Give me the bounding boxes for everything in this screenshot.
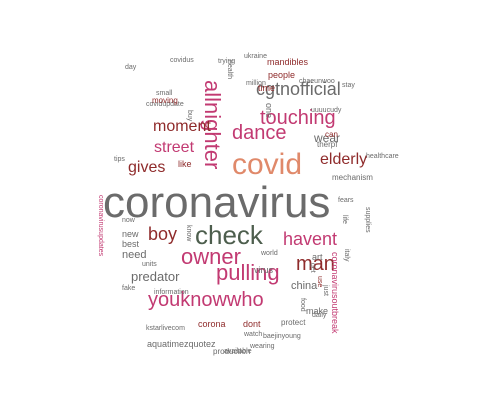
- cloud-word: trying: [218, 58, 236, 65]
- cloud-word: coronavirus: [103, 178, 331, 227]
- cloud-word: virus: [254, 265, 274, 275]
- cloud-word: people: [268, 70, 296, 80]
- cloud-word: youknowwho: [148, 289, 264, 311]
- cloud-word: units: [142, 261, 157, 268]
- cloud-word: kstarlivecom: [146, 325, 185, 332]
- cloud-word: mandibles: [267, 57, 309, 67]
- cloud-word: information: [154, 289, 189, 296]
- cloud-word: tips: [114, 156, 125, 163]
- cloud-word: can: [325, 130, 338, 139]
- cloud-word: art: [312, 252, 323, 262]
- cloud-word: havent: [283, 229, 338, 249]
- cloud-word: protect: [281, 318, 306, 327]
- cloud-word: owner: [181, 244, 241, 269]
- cloud-word: covid: [232, 148, 303, 181]
- cloud-word: daily: [312, 312, 327, 319]
- cloud-word: dont: [243, 319, 261, 329]
- cloud-word: million: [246, 80, 266, 87]
- cloud-word: italy: [343, 249, 350, 262]
- cloud-word: buy: [186, 110, 193, 122]
- cloud-word: know: [185, 225, 192, 242]
- cloud-word: gives: [128, 159, 166, 176]
- cloud-word: fears: [338, 197, 354, 204]
- cloud-word: covidus: [170, 57, 194, 64]
- cloud-word: china: [291, 280, 318, 292]
- cloud-word: life: [341, 215, 348, 224]
- cloud-word: best: [122, 239, 140, 249]
- cloud-word: one: [264, 103, 274, 119]
- cloud-word: fake: [122, 285, 136, 292]
- cloud-word: allnighter: [200, 80, 225, 170]
- cloud-word: like: [178, 159, 192, 169]
- cloud-word: food: [299, 298, 306, 312]
- cloud-word: just: [322, 285, 329, 296]
- cloud-word: wear: [314, 131, 341, 145]
- cloud-word: uuuucudy: [311, 107, 342, 114]
- cloud-word: check: [195, 220, 263, 250]
- cloud-word: healthcare: [366, 153, 399, 160]
- cloud-word: watch: [244, 331, 263, 338]
- cloud-word: chaeunwoo: [299, 78, 335, 85]
- cloud-word: cgtnofficial: [256, 79, 341, 99]
- cloud-word: ukraine: [244, 53, 267, 60]
- cloud-word: coronavirusoutbreak: [330, 252, 340, 334]
- cloud-word: day: [125, 64, 137, 71]
- cloud-word: therpf: [317, 140, 338, 149]
- cloud-word: get: [309, 263, 316, 273]
- cloud-word: production: [213, 347, 251, 356]
- cloud-word: need: [122, 249, 147, 261]
- cloud-word: stay: [342, 82, 355, 89]
- cloud-word: touching: [260, 107, 336, 129]
- cloud-word: street: [154, 139, 195, 156]
- cloud-word: world: [261, 250, 278, 257]
- cloud-word: supplies: [364, 207, 371, 233]
- cloud-word: pulling: [216, 260, 280, 285]
- cloud-word: moment: [153, 118, 211, 135]
- cloud-word: baejinyoung: [263, 333, 301, 340]
- cloud-word: dance: [232, 122, 287, 144]
- cloud-word: health: [226, 60, 233, 80]
- cloud-word: corona: [198, 319, 226, 329]
- cloud-word: mechanism: [332, 173, 373, 182]
- cloud-word: new: [122, 229, 139, 239]
- cloud-word: small: [156, 90, 173, 97]
- cloud-word: man: [296, 253, 335, 275]
- cloud-word: coronavirusupdates: [97, 195, 104, 257]
- cloud-word: covidupdate: [146, 101, 184, 108]
- cloud-word: use: [316, 276, 323, 288]
- cloud-word: wearing: [250, 343, 275, 350]
- cloud-word: moving: [152, 96, 178, 105]
- cloud-word: now: [122, 217, 135, 224]
- cloud-word: available: [224, 348, 252, 355]
- cloud-word: time: [258, 83, 276, 93]
- cloud-word: aquatimezquotez: [147, 339, 216, 349]
- cloud-word: boy: [148, 224, 178, 244]
- cloud-word: make: [306, 306, 329, 316]
- cloud-word: elderly: [320, 151, 368, 168]
- cloud-word: predator: [131, 269, 180, 284]
